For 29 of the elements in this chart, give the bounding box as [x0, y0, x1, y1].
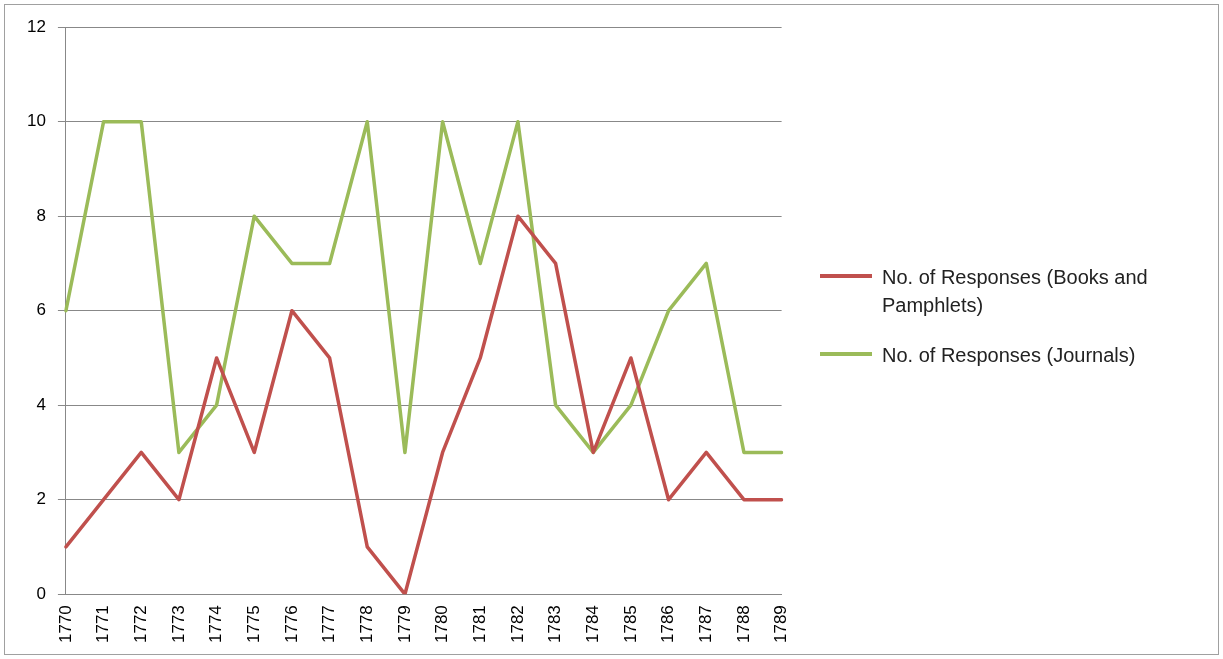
x-tick-label: 1780: [432, 605, 452, 644]
y-tick-label: 12: [26, 16, 46, 36]
y-tick-label: 4: [36, 394, 46, 414]
x-tick-label: 1786: [658, 605, 678, 644]
legend-label: No. of Responses (Journals): [882, 343, 1136, 368]
x-tick-label: 1775: [243, 605, 263, 644]
x-tick-label: 1781: [469, 605, 489, 644]
x-tick-label: 1778: [356, 605, 376, 644]
x-tick-label: 1776: [281, 605, 301, 644]
y-tick-label: 0: [36, 583, 46, 603]
x-tick-label: 1771: [93, 605, 113, 644]
y-tick-label: 8: [36, 205, 46, 225]
x-tick-label: 1787: [695, 605, 715, 644]
x-tick-label: 1773: [168, 605, 188, 644]
x-tick-label: 1774: [206, 605, 226, 644]
y-tick-label: 2: [36, 489, 46, 509]
x-tick-label: 1770: [55, 605, 75, 644]
legend-label: No. of Responses (Books and Pamphlets): [882, 265, 1149, 318]
x-tick-label: 1783: [545, 605, 565, 644]
y-tick-label: 6: [36, 300, 46, 320]
x-tick-label: 1785: [620, 605, 640, 644]
x-tick-label: 1772: [130, 605, 150, 644]
x-tick-label: 1784: [582, 605, 602, 644]
y-tick-label: 10: [26, 111, 46, 131]
x-tick-label: 1789: [771, 605, 791, 644]
x-tick-label: 1782: [507, 605, 527, 644]
x-tick-label: 1779: [394, 605, 414, 644]
x-tick-label: 1788: [733, 605, 753, 644]
x-tick-label: 1777: [319, 605, 339, 644]
